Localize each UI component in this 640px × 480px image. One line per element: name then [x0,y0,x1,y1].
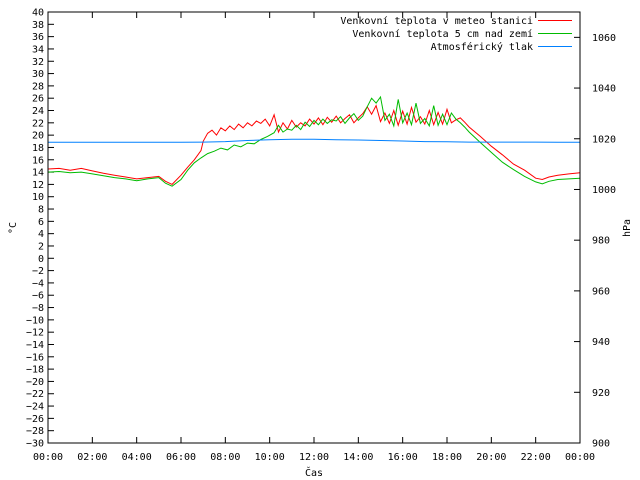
y-tick-label: −26 [26,414,44,425]
plot-frame [47,11,581,444]
x-axis-ticks: 00:00 02:00 04:00 06:00 08:00 10:00 12:00 14:00… [33,12,595,463]
y2-tick-label: 900 [592,439,610,450]
series-line-pressure [48,138,580,143]
x-tick-label: 00:00 [565,452,595,463]
x-tick-label: 20:00 [476,452,506,463]
y-tick-label: 24 [32,106,44,117]
y-tick-label: −28 [26,426,44,437]
y2-tick-label: 980 [592,236,610,247]
y-tick-label: −14 [26,340,44,351]
x-axis-title: Čas [305,466,323,479]
y-tick-label: 34 [32,44,44,55]
y2-tick-label: 920 [592,388,610,399]
x-tick-label: 04:00 [122,452,152,463]
y-tick-label: 16 [32,155,44,166]
x-tick-label: 22:00 [521,452,551,463]
y-tick-label: −2 [32,266,44,277]
y-tick-label: 30 [32,69,44,80]
left-axis-ticks: 4038363432302826242220181614121086420−2−… [26,8,54,450]
plot-area [48,12,580,443]
series-line-station [47,104,581,186]
y2-tick-label: 1000 [592,185,616,196]
y-tick-label: 36 [32,32,44,43]
y-tick-label: 26 [32,94,44,105]
x-tick-label: 02:00 [77,452,107,463]
y-tick-label: 2 [38,241,44,252]
y-tick-label: 40 [32,8,44,19]
x-tick-label: 18:00 [432,452,462,463]
y-tick-label: 28 [32,81,44,92]
y-tick-label: −10 [26,315,44,326]
x-tick-label: 14:00 [343,452,373,463]
x-tick-label: 10:00 [255,452,285,463]
y-tick-label: −16 [26,352,44,363]
y2-axis-title: hPa [622,219,633,237]
legend-label-pressure: Atmosférický tlak [431,41,533,53]
y-tick-label: 8 [38,205,44,216]
y2-tick-label: 1040 [592,84,616,95]
y-tick-label: 12 [32,180,44,191]
right-axis-ticks: 1060 1040 1020 1000 980 960 940 920 900 [574,33,616,450]
y-tick-label: 18 [32,143,44,154]
x-tick-label: 06:00 [166,452,196,463]
y-tick-label: 22 [32,118,44,129]
y2-tick-label: 1020 [592,134,616,145]
y-tick-label: −12 [26,328,44,339]
y-tick-label: −22 [26,389,44,400]
y-tick-label: −20 [26,377,44,388]
legend-label-ground: Venkovní teplota 5 cm nad zemí [352,28,533,40]
y-tick-label: 32 [32,57,44,68]
y-tick-label: 20 [32,131,44,142]
x-tick-label: 16:00 [388,452,418,463]
y-tick-label: −4 [32,278,44,289]
series-line-ground [47,95,581,187]
x-tick-label: 08:00 [210,452,240,463]
y-tick-label: −6 [32,291,44,302]
y2-tick-label: 940 [592,337,610,348]
y-axis-title: °C [8,222,19,234]
series-layer [47,95,581,187]
y-tick-label: 14 [32,168,44,179]
legend: Venkovní teplota v meteo stanici Venkovn… [340,15,572,53]
y-tick-label: 10 [32,192,44,203]
y-tick-label: −24 [26,402,44,413]
legend-label-station: Venkovní teplota v meteo stanici [340,15,533,27]
y-tick-label: 0 [38,254,44,265]
x-tick-label: 00:00 [33,452,63,463]
y2-tick-label: 1060 [592,33,616,44]
y-tick-label: −18 [26,365,44,376]
y-tick-label: 6 [38,217,44,228]
y-tick-label: −30 [26,439,44,450]
y-tick-label: 38 [32,20,44,31]
x-tick-label: 12:00 [299,452,329,463]
y2-tick-label: 960 [592,286,610,297]
y-tick-label: 4 [38,229,44,240]
y-tick-label: −8 [32,303,44,314]
